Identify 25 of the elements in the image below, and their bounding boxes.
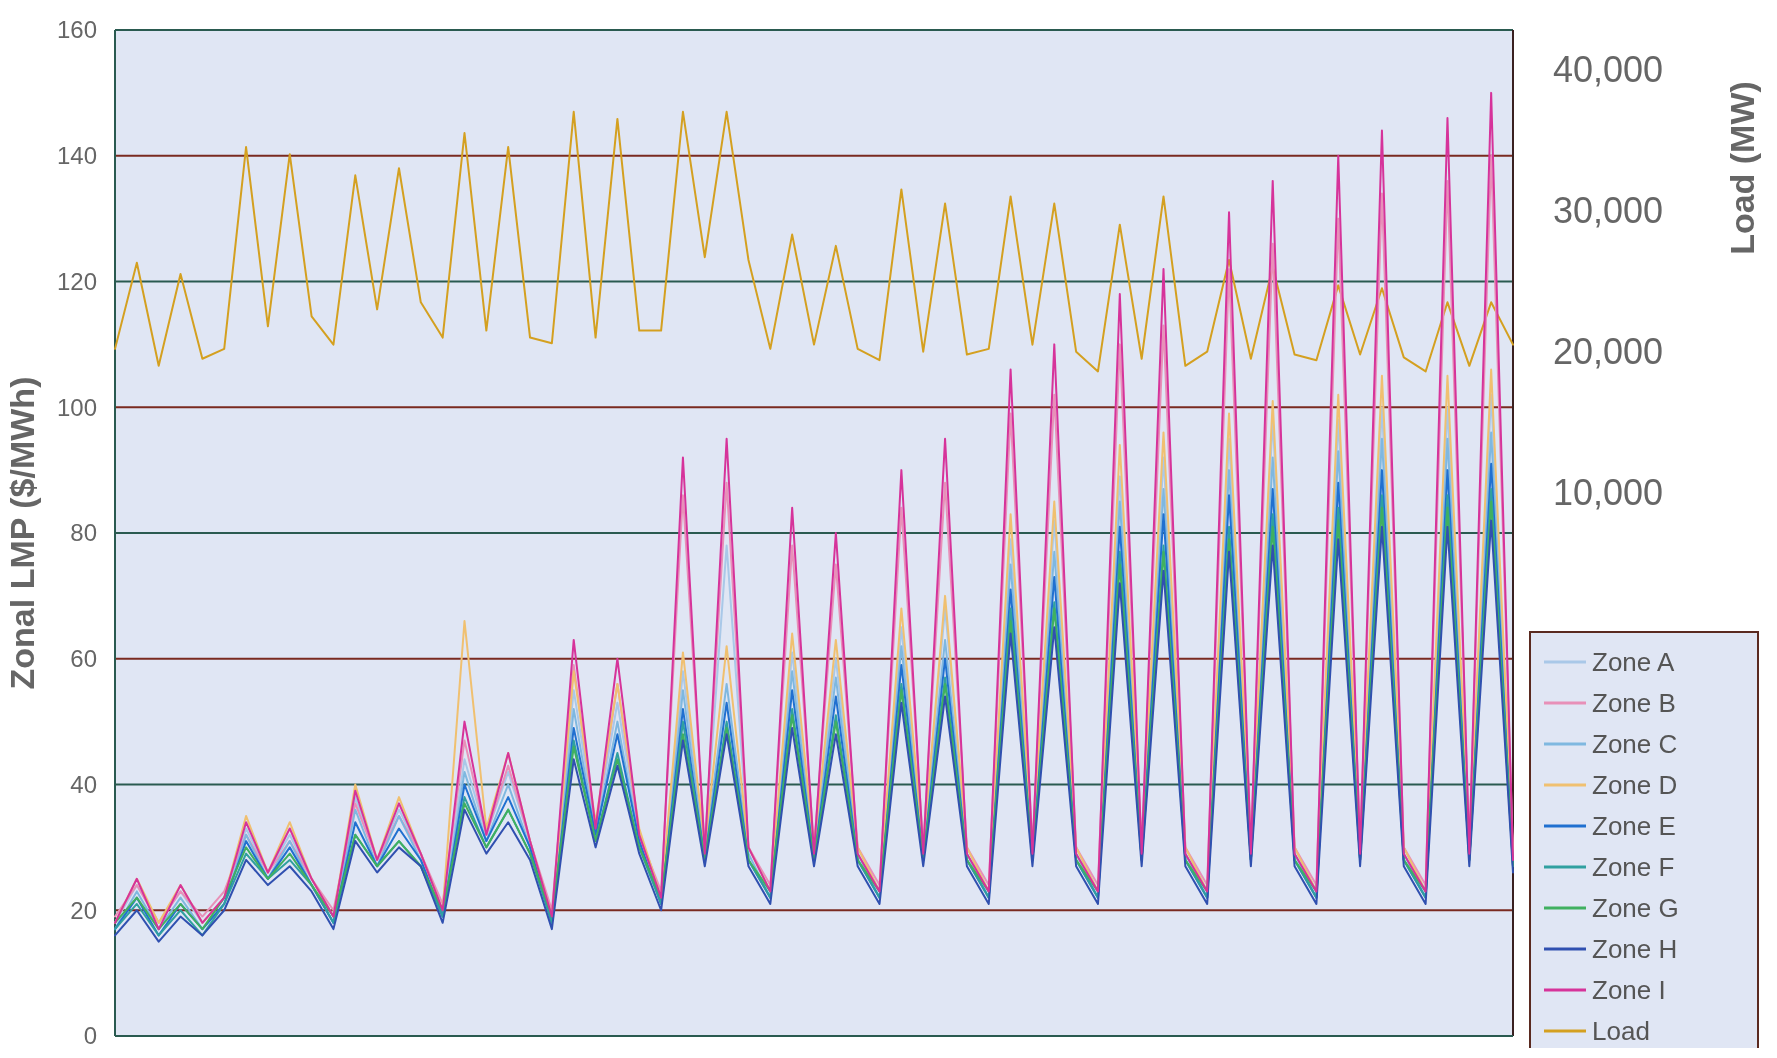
y-tick-label: 60 [70, 645, 97, 673]
legend-label: Zone D [1592, 770, 1678, 801]
y-tick-label: 80 [70, 519, 97, 547]
y2-tick-label: 40,000 [1553, 49, 1664, 91]
y-tick-label: 0 [83, 1022, 97, 1050]
y-tick-label: 120 [56, 267, 97, 295]
y2-tick-label: 10,000 [1553, 472, 1664, 514]
legend-label: Zone I [1592, 975, 1666, 1006]
y-tick-label: 40 [70, 770, 97, 798]
legend-label: Zone E [1592, 811, 1676, 842]
y2-tick-label: 20,000 [1553, 331, 1664, 373]
legend-label: Zone A [1592, 647, 1676, 678]
legend-label: Zone B [1592, 688, 1676, 719]
legend-label: Zone G [1592, 893, 1679, 924]
y2-axis-title: Load (MW) [1723, 81, 1761, 255]
legend-label: Zone H [1592, 934, 1678, 965]
legend-label: Zone F [1592, 852, 1675, 883]
y-axis-title: Zonal LMP ($/MWh) [3, 376, 41, 690]
y2-tick-label: 30,000 [1553, 190, 1664, 232]
legend-label: Load [1592, 1016, 1650, 1047]
y-tick-label: 160 [56, 16, 97, 44]
legend-label: Zone C [1592, 729, 1678, 760]
y-tick-label: 140 [56, 142, 97, 170]
y-tick-label: 20 [70, 896, 97, 924]
y-tick-label: 100 [56, 393, 97, 421]
